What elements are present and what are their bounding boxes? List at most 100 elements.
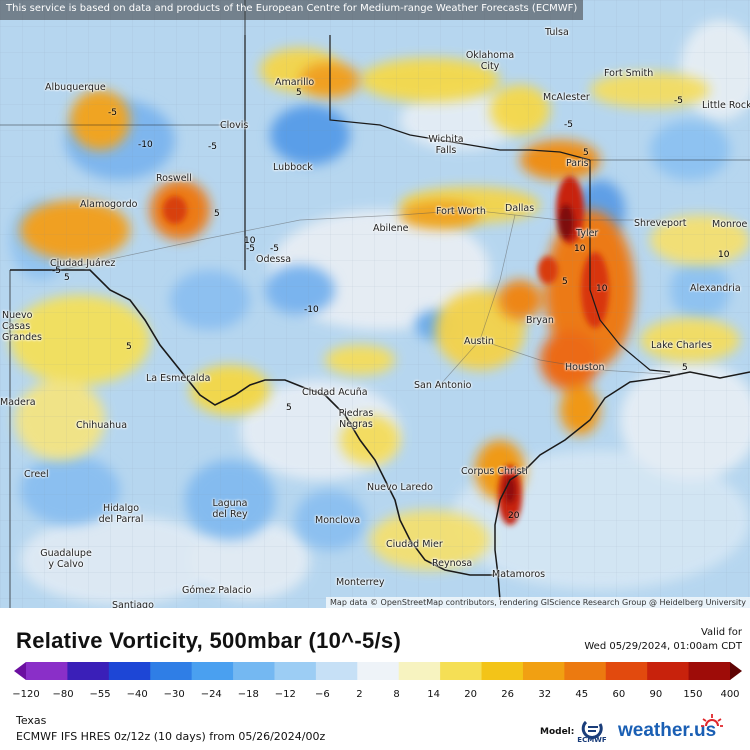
legend-swatch — [315, 662, 358, 680]
city-label: Paris — [566, 158, 589, 169]
city-label: Alexandria — [690, 283, 741, 294]
legend-swatch — [108, 662, 151, 680]
legend-tick-label: −55 — [89, 689, 111, 700]
city-label: Monterrey — [336, 577, 385, 588]
legend-swatch — [67, 662, 110, 680]
city-label: Austin — [464, 336, 494, 347]
contour-value: -5 — [52, 266, 61, 276]
city-label: Lubbock — [273, 162, 313, 173]
city-label: Tyler — [576, 228, 599, 239]
weather-us-logo[interactable]: weather.us — [618, 720, 717, 741]
legend-swatch — [398, 662, 441, 680]
legend-swatch — [605, 662, 648, 680]
city-label: Nuevo Laredo — [367, 482, 433, 493]
legend-swatch — [233, 662, 275, 680]
ecmwf-logo — [581, 720, 603, 740]
city-label: Corpus Christi — [461, 466, 528, 477]
legend-swatch — [440, 662, 483, 680]
city-label: Piedras Negras — [338, 408, 374, 430]
contour-value: -10 — [304, 305, 319, 315]
city-label: Guadalupe y Calvo — [40, 548, 92, 570]
legend-swatch — [274, 662, 317, 680]
city-label: Fort Worth — [436, 206, 486, 217]
model-label: Model: — [540, 727, 575, 737]
city-label: Abilene — [373, 223, 409, 234]
legend-swatch — [688, 662, 731, 680]
city-label: Little Rock — [702, 100, 750, 111]
legend-tick-label: 20 — [464, 689, 477, 700]
city-label: Wichita Falls — [428, 134, 464, 156]
city-label: Creel — [24, 469, 49, 480]
legend-tick-label: 32 — [538, 689, 552, 700]
city-label: Monclova — [315, 515, 361, 526]
city-label: Ciudad Acuña — [302, 387, 368, 398]
contour-value: 5 — [214, 209, 220, 219]
color-legend — [14, 662, 742, 680]
legend-tick-label: 150 — [683, 689, 703, 700]
contour-value: 5 — [296, 88, 302, 98]
city-label: Gómez Palacio — [182, 585, 252, 596]
valid-time: Wed 05/29/2024, 01:00am CDT — [584, 641, 742, 652]
map-attribution[interactable]: Map data © OpenStreetMap contributors, r… — [326, 597, 750, 608]
city-label: Clovis — [220, 120, 249, 131]
legend-swatch — [191, 662, 234, 680]
contour-value: 5 — [126, 342, 132, 352]
contour-value: 5 — [583, 148, 589, 158]
valid-label: Valid for — [700, 627, 742, 638]
city-label: Ciudad Mier — [386, 539, 443, 550]
legend-tick-label: −18 — [237, 689, 259, 700]
ecmwf-logo-text: ECMWF — [577, 736, 607, 744]
contour-value: -5 — [270, 244, 279, 254]
city-label: Hidalgo del Parral — [98, 503, 144, 525]
map-view[interactable]: This service is based on data and produc… — [0, 0, 750, 608]
city-label: Monroe — [712, 219, 748, 230]
city-label: Lake Charles — [651, 340, 712, 351]
legend-swatch — [150, 662, 193, 680]
city-label: Ciudad Juárez — [50, 258, 116, 269]
contour-value: 5 — [64, 273, 70, 283]
city-label: La Esmeralda — [146, 373, 211, 384]
legend-tick-label: 400 — [720, 689, 740, 700]
legend-tick-label: 45 — [575, 689, 589, 700]
legend-swatch — [522, 662, 565, 680]
contour-value: 10 — [596, 284, 608, 294]
city-label: Shreveport — [634, 218, 687, 229]
legend-tick-label: 2 — [356, 689, 363, 700]
city-label: Dallas — [505, 203, 535, 214]
city-label: Fort Smith — [604, 68, 654, 79]
contour-value: -5 — [246, 244, 255, 254]
region-label: Texas — [16, 714, 47, 727]
model-run-label: ECMWF IFS HRES 0z/12z (10 days) from 05/… — [16, 730, 326, 743]
city-label: Amarillo — [275, 77, 315, 88]
vorticity-field — [0, 0, 750, 608]
contour-value: 10 — [244, 236, 256, 246]
city-label: Tulsa — [545, 27, 569, 38]
legend-tick-label: 14 — [427, 689, 440, 700]
contour-value: -10 — [138, 140, 153, 150]
legend-tick-label: 60 — [612, 689, 626, 700]
city-label: Laguna del Rey — [212, 498, 248, 520]
contour-value: -5 — [108, 108, 117, 118]
contour-value: 5 — [562, 277, 568, 287]
legend-tick-label: 8 — [393, 689, 400, 700]
legend-swatch — [564, 662, 607, 680]
legend-tick-label: −30 — [163, 689, 185, 700]
legend-tick-label: −80 — [52, 689, 74, 700]
legend-tick-label: −120 — [12, 689, 40, 700]
city-label: Alamogordo — [80, 199, 138, 210]
ecmwf-notice: This service is based on data and produc… — [0, 0, 584, 20]
city-label: Reynosa — [432, 558, 473, 569]
contour-value: 20 — [508, 511, 520, 521]
legend-swatch — [26, 662, 68, 680]
legend-swatch — [647, 662, 690, 680]
legend-tick-label: −12 — [274, 689, 296, 700]
city-label: McAlester — [543, 92, 590, 103]
legend-tick-label: −40 — [126, 689, 148, 700]
legend-tick-label: 90 — [649, 689, 663, 700]
city-label: Bryan — [526, 315, 554, 326]
legend-tick-label: −24 — [200, 689, 222, 700]
legend-swatch — [357, 662, 400, 680]
city-label: Nuevo Casas Grandes — [2, 310, 42, 343]
sun-icon — [701, 714, 723, 727]
contour-value: -5 — [674, 96, 683, 106]
